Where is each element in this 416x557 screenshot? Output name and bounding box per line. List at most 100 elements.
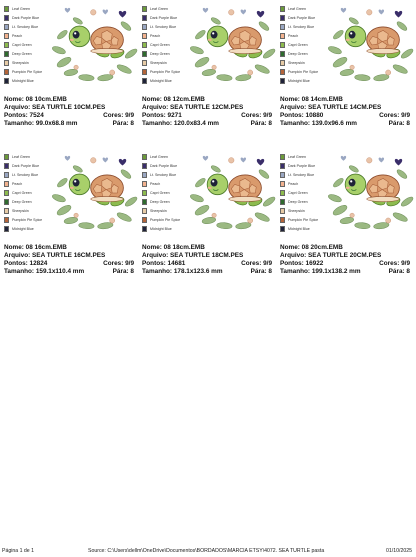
- page-number: Página 1 de 1: [2, 548, 35, 554]
- legend-item: Peach: [140, 179, 214, 188]
- color-swatch: [4, 225, 9, 232]
- design-card-6: Leaf Green Dark Purple Blue Lt. Smokey Blu…: [278, 150, 414, 298]
- color-name: Capri Green: [288, 190, 308, 195]
- sea-turtle-artwork: [190, 155, 276, 230]
- legend-item: Pumpkin Pie Spice: [2, 215, 76, 224]
- stitch-count: Pontos: 7524: [4, 112, 44, 119]
- color-swatch: [142, 14, 147, 21]
- color-swatch: [142, 5, 147, 12]
- file-name: Arquivo: SEA TURTLE 16CM.PES: [4, 252, 106, 259]
- color-swatch: [4, 198, 9, 205]
- color-name: Leaf Green: [150, 154, 168, 159]
- sea-turtle-artwork: [328, 7, 414, 82]
- color-name: Capri Green: [150, 42, 170, 47]
- color-swatch: [280, 162, 285, 169]
- legend-item: Capri Green: [140, 188, 214, 197]
- legend-item: Capri Green: [2, 40, 76, 49]
- color-swatch: [4, 32, 9, 39]
- color-swatch: [280, 180, 285, 187]
- stop-count: Pára: 8: [250, 120, 272, 127]
- design-info: Nome: 08 16cm.EMB Arquivo: SEA TURTLE 16…: [4, 244, 134, 276]
- color-name: Sheepskin: [288, 208, 305, 213]
- stop-count: Pára: 8: [388, 120, 410, 127]
- color-name: Lt. Smokey Blue: [288, 172, 315, 177]
- sea-turtle-artwork: [328, 155, 414, 230]
- file-name: Arquivo: SEA TURTLE 20CM.PES: [280, 252, 382, 259]
- legend-item: Midnight Blue: [278, 224, 352, 233]
- color-name: Pumpkin Pie Spice: [150, 217, 181, 222]
- legend-item: Sheepskin: [2, 58, 76, 67]
- design-name: Nome: 08 20cm.EMB: [280, 244, 343, 251]
- color-name: Capri Green: [12, 190, 32, 195]
- color-count: Cores: 9/9: [379, 112, 410, 119]
- legend-item: Peach: [278, 179, 352, 188]
- legend-item: Peach: [2, 31, 76, 40]
- legend-item: Midnight Blue: [140, 224, 214, 233]
- color-swatch: [4, 171, 9, 178]
- legend-item: Deep Green: [2, 197, 76, 206]
- color-name: Peach: [12, 181, 23, 186]
- stitch-count: Pontos: 9271: [142, 112, 182, 119]
- design-name: Nome: 08 16cm.EMB: [4, 244, 67, 251]
- color-swatch: [280, 207, 285, 214]
- design-size: Tamanho: 120.0x83.4 mm: [142, 120, 219, 127]
- color-name: Midnight Blue: [12, 78, 34, 83]
- design-card-2: Leaf Green Dark Purple Blue Lt. Smokey Blu…: [140, 2, 276, 150]
- design-name: Nome: 08 12cm.EMB: [142, 96, 205, 103]
- color-name: Pumpkin Pie Spice: [288, 217, 319, 222]
- color-swatch: [4, 23, 9, 30]
- thread-color-legend: Leaf Green Dark Purple Blue Lt. Smokey Blu…: [140, 152, 214, 233]
- stop-count: Pára: 8: [250, 268, 272, 275]
- color-name: Pumpkin Pie Spice: [12, 69, 43, 74]
- legend-item: Leaf Green: [2, 4, 76, 13]
- color-swatch: [280, 77, 285, 84]
- file-name: Arquivo: SEA TURTLE 10CM.PES: [4, 104, 106, 111]
- color-swatch: [4, 41, 9, 48]
- legend-item: Deep Green: [2, 49, 76, 58]
- legend-item: Sheepskin: [278, 58, 352, 67]
- thread-color-legend: Leaf Green Dark Purple Blue Lt. Smokey Blu…: [2, 152, 76, 233]
- color-swatch: [280, 5, 285, 12]
- legend-item: Pumpkin Pie Spice: [140, 215, 214, 224]
- color-swatch: [4, 50, 9, 57]
- color-count: Cores: 9/9: [379, 260, 410, 267]
- color-name: Deep Green: [150, 51, 170, 56]
- legend-item: Sheepskin: [2, 206, 76, 215]
- design-info: Nome: 08 20cm.EMB Arquivo: SEA TURTLE 20…: [280, 244, 410, 276]
- color-swatch: [142, 207, 147, 214]
- color-swatch: [142, 23, 147, 30]
- color-name: Sheepskin: [150, 208, 167, 213]
- color-name: Capri Green: [150, 190, 170, 195]
- color-swatch: [280, 225, 285, 232]
- color-name: Deep Green: [150, 199, 170, 204]
- legend-item: Deep Green: [140, 197, 214, 206]
- color-swatch: [4, 77, 9, 84]
- legend-item: Pumpkin Pie Spice: [278, 67, 352, 76]
- file-name: Arquivo: SEA TURTLE 18CM.PES: [142, 252, 244, 259]
- legend-item: Lt. Smokey Blue: [2, 170, 76, 179]
- color-name: Peach: [288, 33, 299, 38]
- color-name: Midnight Blue: [150, 226, 172, 231]
- legend-item: Leaf Green: [278, 152, 352, 161]
- design-size: Tamanho: 139.0x96.6 mm: [280, 120, 357, 127]
- design-card-1: Leaf Green Dark Purple Blue Lt. Smokey Blu…: [2, 2, 138, 150]
- color-swatch: [280, 171, 285, 178]
- stop-count: Pára: 8: [112, 120, 134, 127]
- legend-item: Leaf Green: [2, 152, 76, 161]
- legend-item: Sheepskin: [140, 58, 214, 67]
- color-swatch: [142, 189, 147, 196]
- color-name: Capri Green: [12, 42, 32, 47]
- color-swatch: [280, 153, 285, 160]
- color-name: Dark Purple Blue: [150, 15, 178, 20]
- legend-item: Sheepskin: [278, 206, 352, 215]
- thread-color-legend: Leaf Green Dark Purple Blue Lt. Smokey Blu…: [278, 4, 352, 85]
- legend-item: Lt. Smokey Blue: [278, 22, 352, 31]
- color-name: Pumpkin Pie Spice: [288, 69, 319, 74]
- color-name: Leaf Green: [12, 154, 30, 159]
- color-name: Lt. Smokey Blue: [150, 24, 177, 29]
- color-swatch: [142, 68, 147, 75]
- color-swatch: [280, 50, 285, 57]
- color-swatch: [4, 180, 9, 187]
- color-name: Sheepskin: [12, 208, 29, 213]
- legend-item: Peach: [140, 31, 214, 40]
